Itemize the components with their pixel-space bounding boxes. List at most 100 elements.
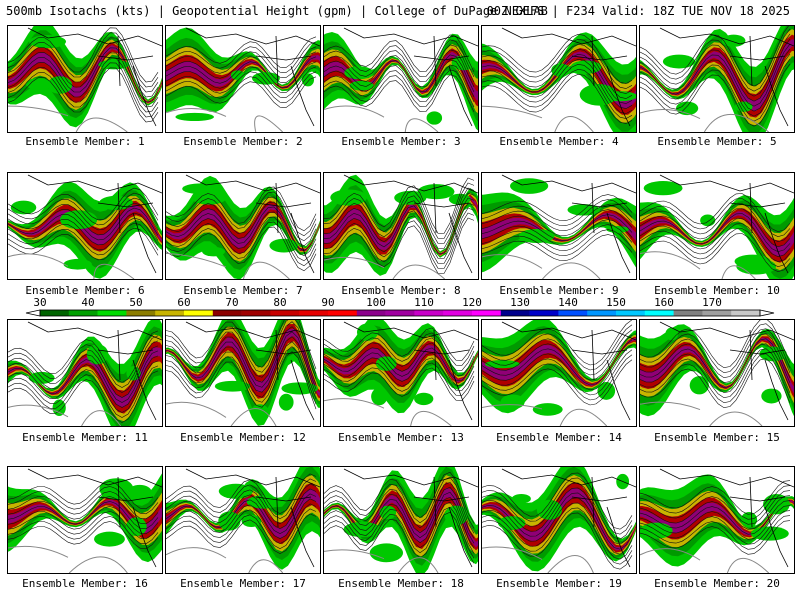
member-label: Ensemble Member: 9	[499, 284, 619, 297]
isotach-blob	[759, 346, 787, 362]
jet-stream-map-graphic	[166, 467, 320, 573]
isotach-blob	[414, 392, 434, 406]
colorbar-swatch	[500, 310, 530, 316]
height-contours	[640, 548, 770, 573]
streamlines	[324, 327, 475, 401]
map-boundaries	[27, 321, 162, 421]
height-contours	[166, 108, 284, 132]
isotach-blob	[536, 499, 563, 520]
streamlines	[640, 320, 791, 409]
member-label: Ensemble Member: 14	[496, 431, 622, 444]
colorbar-swatch	[155, 310, 185, 316]
jet-stream-map-graphic	[166, 27, 320, 132]
colorbar-tick-label: 130	[510, 296, 530, 309]
colorbar-swatch	[702, 310, 732, 316]
colorbar-swatch	[356, 310, 386, 316]
colorbar-swatch	[558, 310, 588, 316]
run-valid-time: 00Z GEFS | F234 Valid: 18Z TUE NOV 18 20…	[486, 4, 790, 18]
colorbar-swatch	[731, 310, 761, 316]
isotach-blob	[278, 393, 294, 411]
colorbar-swatch	[68, 310, 98, 316]
isotach-blob	[721, 34, 746, 47]
member-label: Ensemble Member: 6	[25, 284, 145, 297]
isotach-blob	[510, 178, 549, 194]
isotach-blob	[700, 214, 716, 227]
height-contours	[166, 252, 290, 279]
streamlines	[8, 330, 159, 423]
isotach-blob	[500, 394, 525, 410]
chart-title: 500mb Isotachs (kts) | Geopotential Heig…	[6, 4, 548, 18]
isotach-band	[8, 38, 162, 110]
map-boundaries	[185, 321, 320, 421]
member-label: Ensemble Member: 8	[341, 284, 461, 297]
map-boundaries	[659, 27, 794, 127]
isotach-blob	[191, 189, 227, 205]
wind-speed-colorbar	[25, 309, 775, 317]
map-boundaries	[185, 468, 320, 568]
isotach-blob	[86, 344, 109, 365]
jet-stream-map-graphic	[640, 26, 794, 132]
jet-stream-map-graphic	[324, 27, 478, 132]
isotach-blob	[269, 238, 299, 253]
colorbar-swatch	[529, 310, 559, 316]
isotach-blob	[330, 189, 367, 206]
map-boundaries	[659, 321, 794, 421]
isotach-blob	[734, 254, 771, 269]
colorbar-swatch	[443, 310, 473, 316]
colorbar-swatch	[97, 310, 127, 316]
colorbar-tick-label: 100	[366, 296, 386, 309]
colorbar-tick-label: 70	[225, 296, 239, 309]
member-label: Ensemble Member: 4	[499, 135, 619, 148]
isotach-blob	[498, 516, 526, 530]
jet-stream-map-graphic	[640, 320, 794, 426]
height-contours	[166, 547, 284, 573]
ensemble-member-map	[165, 172, 321, 280]
member-label: Ensemble Member: 13	[338, 431, 464, 444]
map-boundaries	[27, 174, 162, 274]
colorbar-tick-label: 140	[558, 296, 578, 309]
colorbar-swatch	[184, 310, 214, 316]
isotach-blob	[511, 494, 531, 504]
member-label: Ensemble Member: 11	[22, 431, 148, 444]
colorbar-swatch	[673, 310, 703, 316]
colorbar-swatch	[270, 310, 300, 316]
isotach-blob	[394, 190, 427, 205]
jet-stream-map-graphic	[640, 174, 794, 279]
isotach-blob	[518, 228, 555, 244]
height-contours	[482, 546, 594, 573]
ensemble-member-map	[323, 466, 479, 574]
map-boundaries	[343, 321, 478, 421]
streamlines	[482, 472, 633, 570]
streamlines	[8, 27, 159, 123]
colorbar-tick-label: 60	[177, 296, 191, 309]
isotach-band	[8, 45, 162, 103]
streamlines	[640, 193, 791, 273]
map-boundaries	[185, 174, 320, 274]
isotach-blob	[662, 54, 696, 69]
jet-stream-map-graphic	[324, 174, 478, 279]
map-boundaries	[501, 174, 636, 274]
jet-stream-map-graphic	[482, 27, 636, 132]
ensemble-member-map	[481, 466, 637, 574]
ensemble-member-map	[481, 25, 637, 133]
isotach-blob	[125, 517, 147, 537]
streamlines	[8, 187, 159, 261]
isotach-blob	[251, 404, 269, 419]
member-label: Ensemble Member: 12	[180, 431, 306, 444]
ensemble-member-map	[323, 172, 479, 280]
isotach-band	[324, 345, 478, 383]
jet-stream-map-graphic	[482, 467, 636, 573]
isotach-blob	[375, 356, 397, 371]
isotach-blob	[426, 111, 443, 125]
member-label: Ensemble Member: 20	[654, 577, 780, 590]
isotach-blob	[218, 511, 241, 531]
colorbar-swatch	[328, 310, 358, 316]
isotach-blob	[281, 382, 318, 395]
jet-stream-map-graphic	[482, 174, 636, 279]
colorbar-tick-label: 80	[273, 296, 287, 309]
colorbar-tick-label: 110	[414, 296, 434, 309]
colorbar-swatch	[40, 310, 70, 316]
jet-stream-map-graphic	[324, 320, 478, 426]
height-contours	[324, 549, 439, 573]
colorbar-tick-label: 150	[606, 296, 626, 309]
